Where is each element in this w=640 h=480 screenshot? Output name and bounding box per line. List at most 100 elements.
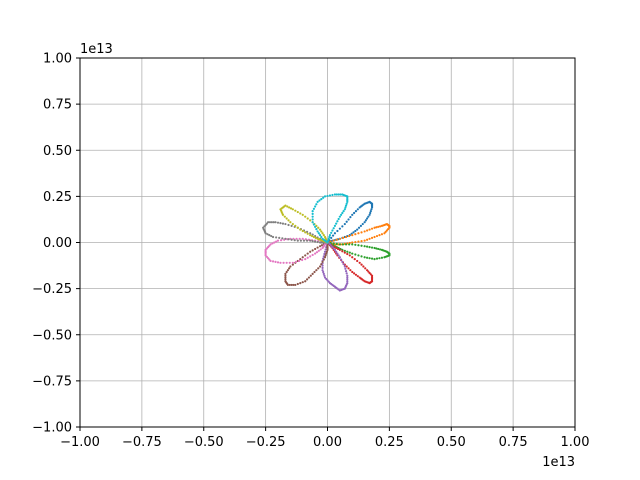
point-s7-4-3 (276, 221, 280, 224)
point-s3-12-0 (348, 254, 351, 257)
point-s9-8-1 (331, 193, 334, 197)
point-s5-8-1 (296, 282, 299, 286)
point-s4-10-1 (345, 272, 348, 275)
point-s7-10-0 (284, 237, 287, 240)
point-s1-10-3 (366, 238, 369, 241)
point-s9-1-3 (332, 227, 335, 230)
point-s4-10-0 (346, 274, 349, 277)
point-s6-9-3 (288, 261, 291, 264)
point-s0-0-2 (330, 236, 333, 239)
point-s1-10-1 (370, 236, 374, 239)
point-s2-1-0 (338, 243, 341, 246)
point-s6-12-2 (317, 249, 320, 252)
point-s8-4-2 (296, 210, 299, 214)
point-s4-11-2 (341, 260, 344, 263)
point-s2-9-1 (380, 256, 384, 259)
point-s2-2-3 (360, 244, 363, 247)
point-s1-11-1 (360, 240, 363, 243)
point-s6-2-1 (298, 237, 301, 240)
point-s1-11-2 (357, 240, 360, 243)
point-s3-10-2 (362, 265, 365, 268)
point-s0-8-0 (370, 206, 374, 209)
point-s5-4-3 (285, 270, 288, 274)
point-s3-13-1 (336, 247, 340, 251)
point-s5-8-2 (299, 281, 302, 285)
point-s5-7-1 (288, 283, 291, 287)
y-tick-label-0: −1.00 (32, 421, 72, 436)
point-s9-3-0 (338, 215, 341, 218)
point-s6-8-3 (276, 261, 280, 264)
point-s8-11-1 (310, 234, 314, 238)
y-tick-label-6: 0.50 (43, 144, 72, 159)
point-s4-3-1 (322, 270, 325, 274)
point-s7-8-0 (264, 232, 267, 235)
point-s8-8-2 (285, 217, 288, 220)
point-s3-11-1 (356, 259, 359, 263)
y-tick-label-1: −0.75 (32, 374, 72, 389)
point-s5-9-0 (304, 280, 307, 283)
point-s8-5-1 (289, 207, 293, 210)
point-s1-9-2 (378, 234, 381, 237)
y-tick-label-7: 0.75 (43, 98, 72, 113)
point-s3-10-0 (366, 269, 369, 272)
point-s2-1-3 (348, 243, 351, 246)
point-s2-10-1 (370, 257, 374, 260)
point-s1-1-2 (344, 235, 348, 239)
point-s2-2-1 (354, 243, 357, 246)
point-s5-9-1 (305, 278, 309, 281)
point-s8-11-0 (309, 234, 312, 237)
point-s7-12-2 (314, 240, 317, 243)
point-s5-10-1 (313, 270, 316, 274)
point-s2-11-0 (363, 256, 366, 259)
point-s2-0-3 (335, 242, 338, 245)
point-s4-3-0 (321, 269, 324, 272)
point-s5-7-2 (290, 283, 293, 287)
point-s8-3-3 (304, 215, 307, 218)
point-s5-2-2 (304, 254, 307, 257)
point-s0-3-2 (354, 210, 358, 213)
point-s2-11-3 (354, 253, 357, 256)
point-s1-9-0 (383, 232, 386, 235)
point-s8-10-0 (299, 228, 302, 231)
point-s5-4-2 (286, 269, 289, 272)
point-s7-5-3 (268, 221, 272, 224)
point-s6-4-2 (273, 241, 276, 244)
point-s7-3-3 (287, 223, 290, 227)
point-s9-8-0 (333, 193, 337, 196)
point-s5-12-2 (325, 252, 328, 255)
point-s0-0-3 (331, 234, 335, 237)
point-s5-2-1 (306, 252, 309, 255)
point-s3-3-1 (345, 265, 348, 268)
point-s5-9-3 (309, 274, 312, 277)
point-s7-11-2 (302, 239, 306, 242)
point-s5-4-1 (288, 267, 291, 270)
point-s0-9-1 (367, 215, 370, 218)
point-s8-8-3 (287, 219, 290, 222)
point-s1-2-2 (357, 232, 360, 235)
point-s6-8-2 (274, 260, 277, 263)
point-s0-8-3 (369, 211, 372, 215)
point-s4-10-2 (344, 269, 348, 273)
point-s9-4-1 (344, 206, 347, 209)
point-s0-10-2 (359, 224, 363, 227)
point-s9-8-2 (328, 194, 332, 197)
point-s0-1-1 (336, 229, 339, 233)
point-s3-4-3 (356, 275, 359, 278)
point-s6-2-0 (301, 237, 304, 240)
point-s8-5-3 (286, 205, 289, 208)
point-s5-5-0 (284, 272, 287, 275)
point-s3-13-0 (338, 248, 341, 251)
point-s7-3-2 (290, 224, 293, 227)
point-s2-4-0 (373, 246, 376, 250)
point-s9-0-3 (328, 235, 331, 239)
point-s6-2-2 (295, 237, 298, 240)
point-s7-4-0 (284, 222, 287, 226)
point-s4-11-3 (340, 258, 343, 261)
point-s7-4-1 (281, 222, 285, 225)
point-s9-7-1 (339, 193, 342, 196)
point-s1-0-2 (332, 239, 335, 242)
point-s0-10-1 (361, 222, 364, 226)
point-s6-10-1 (294, 260, 298, 263)
point-s9-9-0 (323, 195, 327, 198)
point-s2-3-2 (368, 246, 371, 249)
